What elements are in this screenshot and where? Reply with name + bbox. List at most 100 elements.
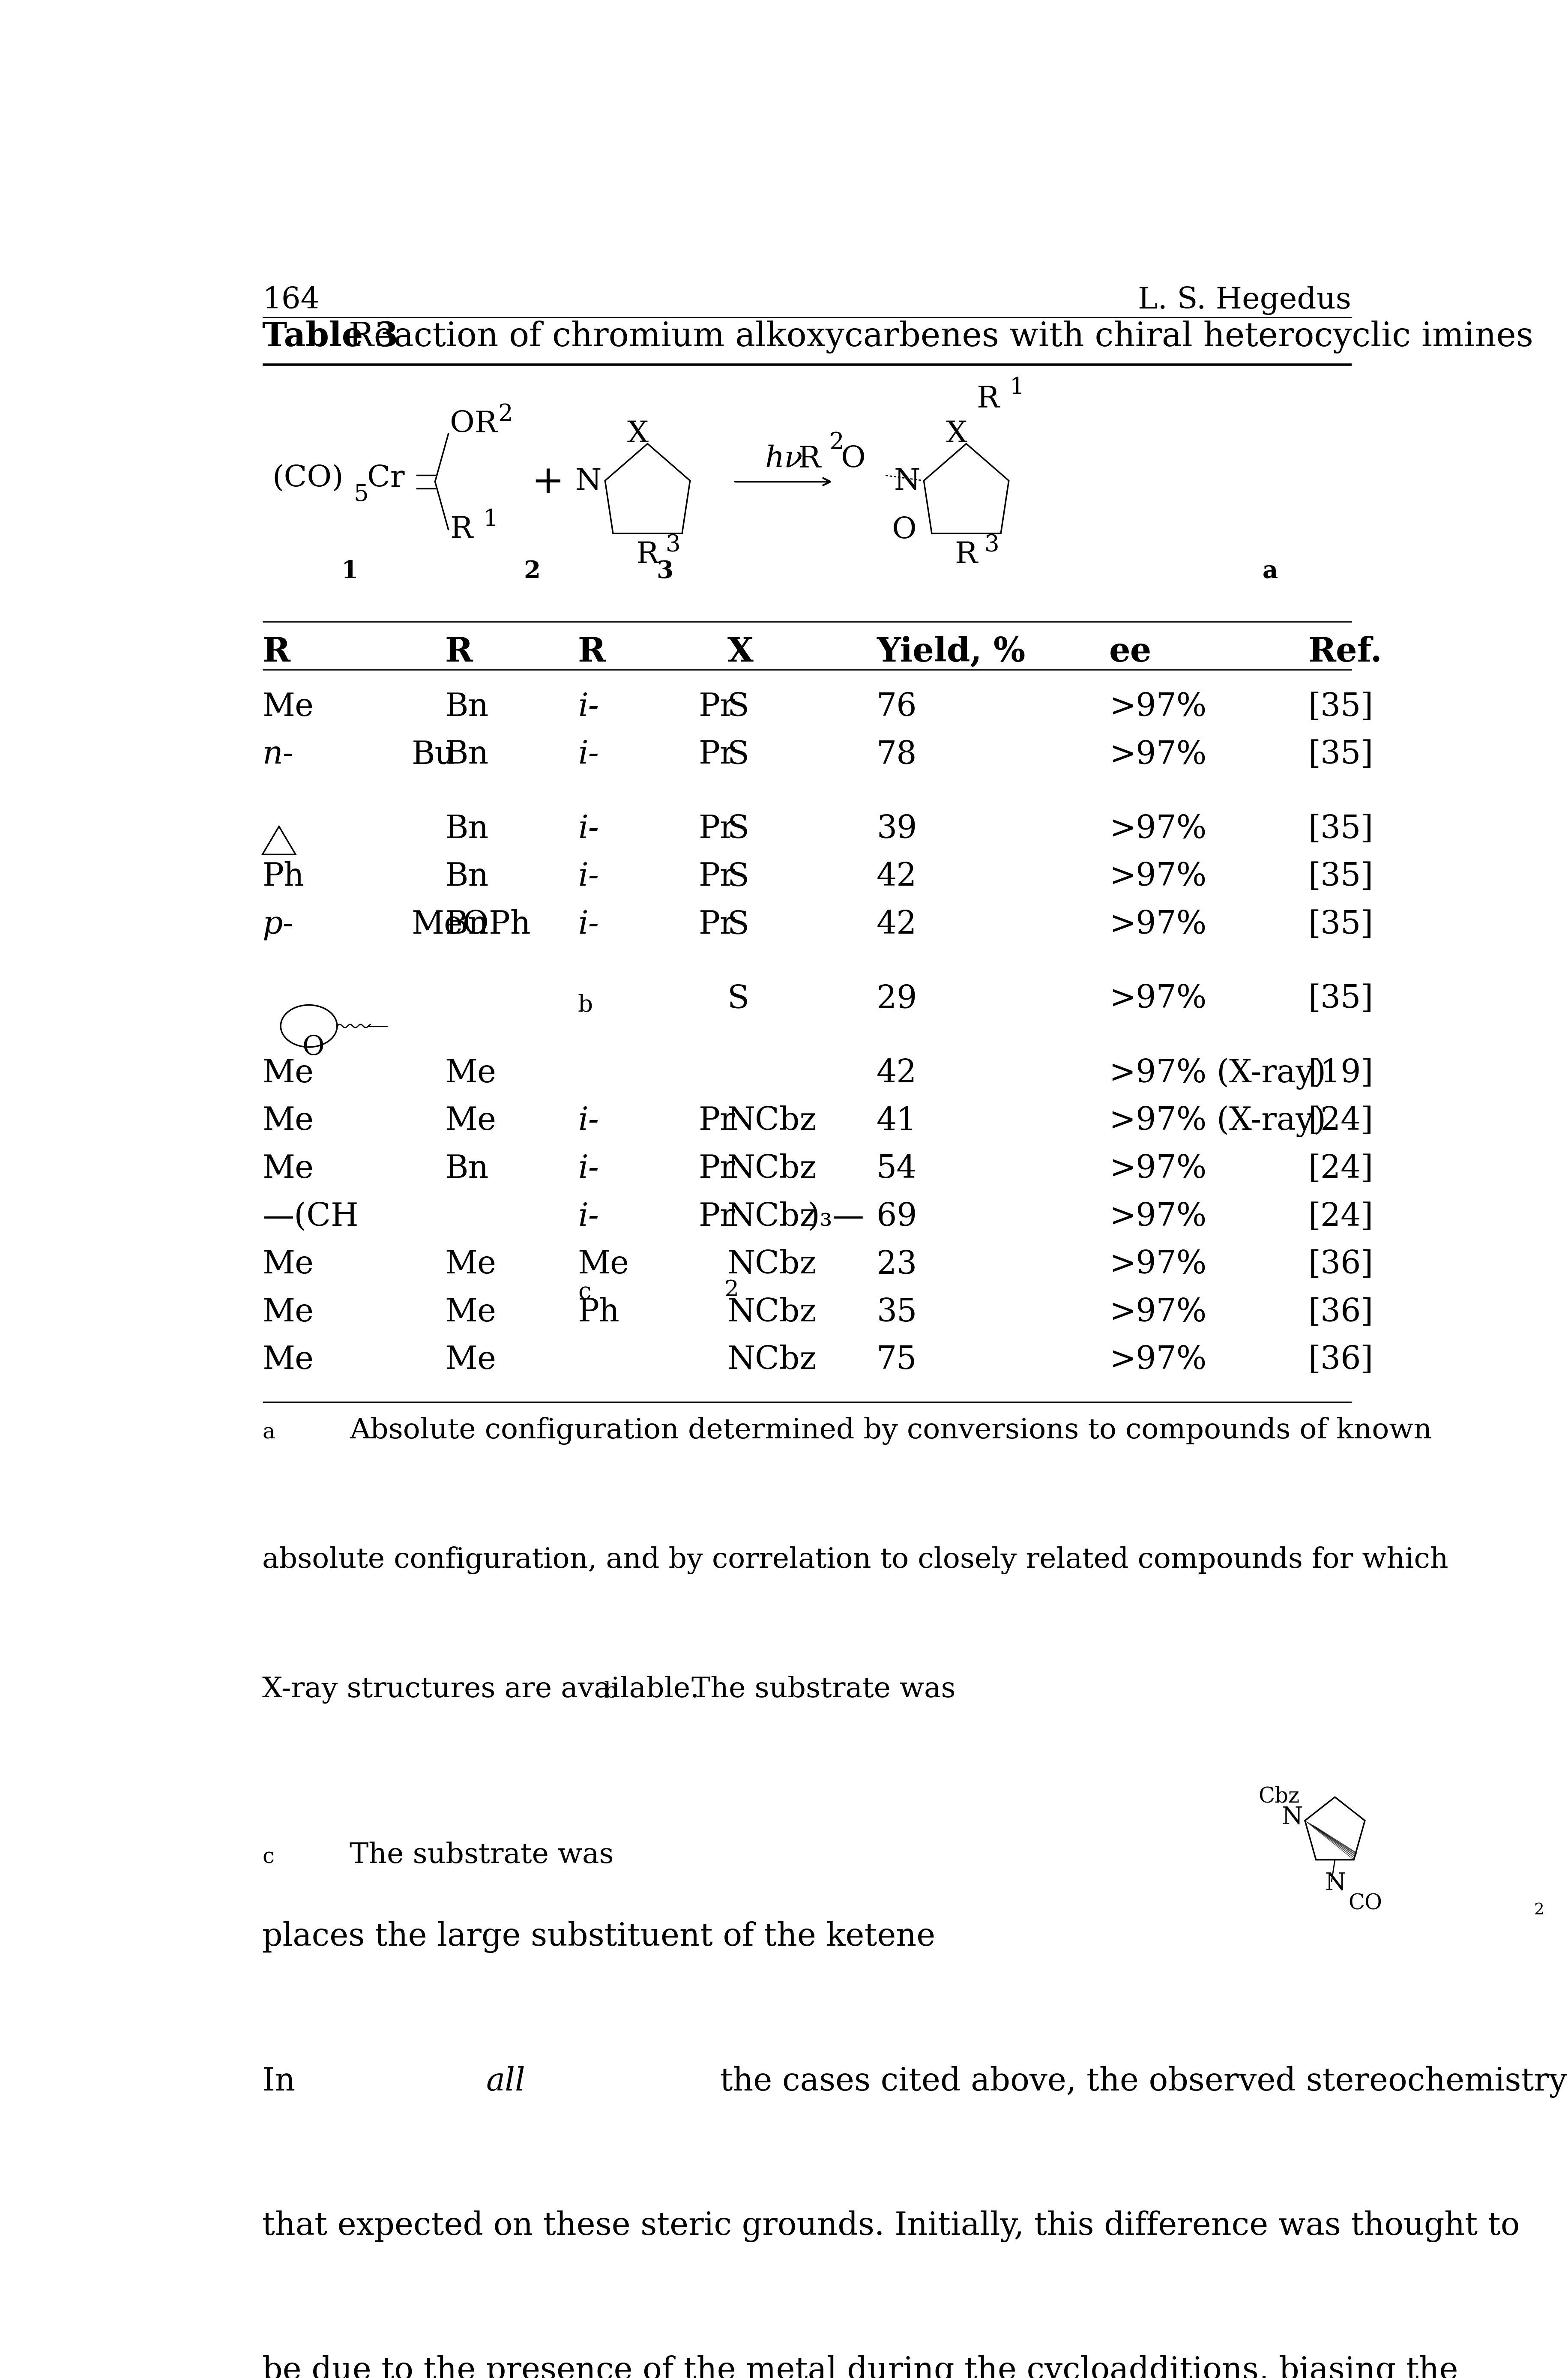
- Text: X-ray structures are available.: X-ray structures are available.: [262, 1676, 718, 1703]
- Text: c: c: [579, 1282, 591, 1303]
- Text: Pr: Pr: [699, 908, 735, 942]
- Text: 164: 164: [262, 285, 320, 314]
- Text: NCbz: NCbz: [728, 1106, 817, 1137]
- Text: Bu: Bu: [411, 740, 455, 770]
- Text: L. S. Hegedus: L. S. Hegedus: [1138, 285, 1352, 314]
- Text: hν: hν: [765, 445, 803, 473]
- Text: (CO): (CO): [273, 464, 343, 492]
- Text: X: X: [627, 419, 648, 447]
- Text: 75: 75: [877, 1344, 917, 1377]
- Text: >97% (X-ray): >97% (X-ray): [1109, 1106, 1327, 1137]
- Text: R: R: [262, 635, 290, 668]
- Text: 2: 2: [829, 430, 844, 454]
- Text: Me: Me: [262, 1058, 314, 1089]
- Text: i-: i-: [579, 692, 599, 723]
- Text: Yield, %: Yield, %: [877, 635, 1025, 668]
- Text: Absolute configuration determined by conversions to compounds of known: Absolute configuration determined by con…: [350, 1417, 1432, 1446]
- Text: OR: OR: [450, 409, 497, 438]
- Text: Reaction of chromium alkoxycarbenes with chiral heterocyclic imines: Reaction of chromium alkoxycarbenes with…: [328, 321, 1534, 354]
- Text: [24]: [24]: [1308, 1201, 1374, 1232]
- Text: >97%: >97%: [1109, 740, 1206, 770]
- Text: Me: Me: [445, 1296, 497, 1329]
- Text: [36]: [36]: [1308, 1248, 1374, 1279]
- Text: Pr: Pr: [699, 1106, 735, 1137]
- Text: N: N: [894, 468, 920, 497]
- Text: 2: 2: [524, 559, 541, 583]
- Text: 78: 78: [877, 740, 917, 770]
- Text: S: S: [728, 984, 750, 1015]
- Text: ee: ee: [1109, 635, 1151, 668]
- Text: 54: 54: [877, 1153, 917, 1184]
- Text: 42: 42: [877, 908, 917, 942]
- Text: 3: 3: [657, 559, 673, 583]
- Text: +: +: [532, 464, 564, 502]
- Text: Pr: Pr: [699, 740, 735, 770]
- Text: S: S: [728, 692, 750, 723]
- Text: S: S: [728, 740, 750, 770]
- Text: 5: 5: [354, 483, 368, 507]
- Text: 39: 39: [877, 813, 917, 844]
- Text: Me: Me: [262, 1106, 314, 1137]
- Text: 42: 42: [877, 861, 917, 892]
- Text: [24]: [24]: [1308, 1153, 1374, 1184]
- Text: >97%: >97%: [1109, 908, 1206, 942]
- Text: a: a: [1262, 559, 1278, 583]
- Text: n-: n-: [262, 740, 293, 770]
- Text: >97%: >97%: [1109, 1344, 1206, 1377]
- Text: 3: 3: [666, 535, 681, 556]
- Text: >97%: >97%: [1109, 1153, 1206, 1184]
- Text: R: R: [798, 445, 820, 473]
- Text: >97%: >97%: [1109, 984, 1206, 1015]
- Text: O: O: [840, 445, 866, 473]
- Text: i-: i-: [579, 1106, 599, 1137]
- Text: the cases cited above, the observed stereochemistry was exactly opposite: the cases cited above, the observed ster…: [710, 2066, 1568, 2097]
- Text: be due to the presence of the metal during the cycloadditions, biasing the: be due to the presence of the metal duri…: [262, 2354, 1458, 2378]
- Text: >97%: >97%: [1109, 692, 1206, 723]
- Text: Pr: Pr: [699, 1201, 735, 1232]
- Text: N: N: [575, 468, 602, 497]
- Text: >97%: >97%: [1109, 861, 1206, 892]
- Text: Me: Me: [445, 1248, 497, 1279]
- Text: Ph: Ph: [579, 1296, 619, 1329]
- Text: N: N: [1325, 1871, 1347, 1895]
- Text: i-: i-: [579, 740, 599, 770]
- Text: i-: i-: [579, 813, 599, 844]
- Text: X: X: [946, 419, 967, 447]
- Text: c: c: [262, 1848, 274, 1867]
- Text: NCbz: NCbz: [728, 1248, 817, 1279]
- Text: —(CH: —(CH: [262, 1201, 359, 1232]
- Text: 29: 29: [877, 984, 917, 1015]
- Text: 42: 42: [877, 1058, 917, 1089]
- Text: Table 3: Table 3: [262, 321, 398, 354]
- Text: p-: p-: [262, 908, 293, 939]
- Text: 1: 1: [340, 559, 358, 583]
- Text: Me: Me: [579, 1248, 629, 1279]
- Text: i-: i-: [579, 1153, 599, 1184]
- Text: Pr: Pr: [699, 692, 735, 723]
- Text: 1: 1: [1010, 376, 1024, 400]
- Text: [35]: [35]: [1308, 861, 1374, 892]
- Text: [35]: [35]: [1308, 908, 1374, 942]
- Text: S: S: [728, 861, 750, 892]
- Text: Me: Me: [262, 1344, 314, 1377]
- Text: i-: i-: [579, 1201, 599, 1232]
- Text: Bn: Bn: [445, 692, 489, 723]
- Text: 1: 1: [483, 509, 499, 530]
- Text: R: R: [977, 385, 999, 414]
- Text: [35]: [35]: [1308, 813, 1374, 844]
- Text: Pr: Pr: [699, 813, 735, 844]
- Text: >97%: >97%: [1109, 813, 1206, 844]
- Text: Me: Me: [445, 1344, 497, 1377]
- Text: Me: Me: [262, 1296, 314, 1329]
- Text: NCbz: NCbz: [728, 1296, 817, 1329]
- Text: The substrate was: The substrate was: [691, 1676, 955, 1703]
- Text: O: O: [303, 1034, 325, 1061]
- Text: Ph: Ph: [262, 861, 304, 892]
- Text: b: b: [579, 994, 593, 1015]
- Text: Me: Me: [262, 1248, 314, 1279]
- Text: a: a: [262, 1422, 274, 1443]
- Text: [24]: [24]: [1308, 1106, 1374, 1137]
- Text: N: N: [1281, 1805, 1303, 1829]
- Text: Cbz: Cbz: [1259, 1786, 1300, 1807]
- Text: Me: Me: [262, 1153, 314, 1184]
